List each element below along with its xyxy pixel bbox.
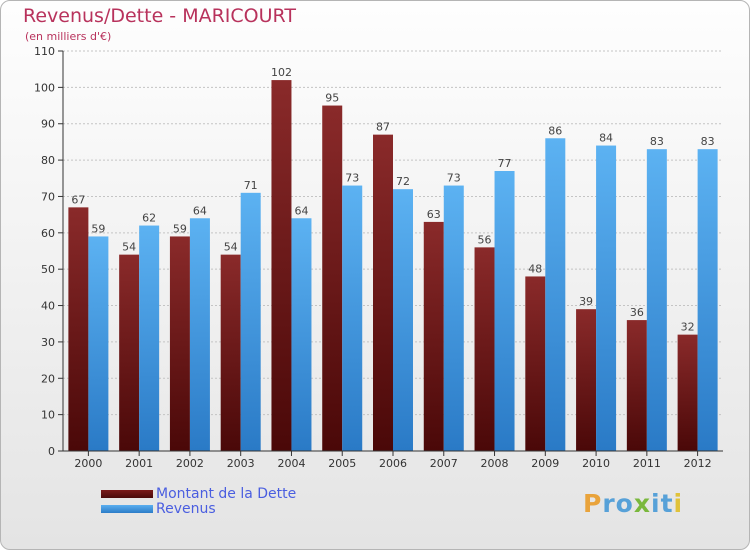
y-tick-label: 0 <box>48 445 55 458</box>
y-tick-label: 20 <box>41 372 55 385</box>
bar-dette <box>119 254 140 451</box>
data-label-revenus: 77 <box>498 157 512 170</box>
bar-revenus <box>240 192 261 451</box>
bar-dette <box>68 207 89 451</box>
x-tick-label: 2011 <box>633 457 661 470</box>
x-tick-label: 2008 <box>481 457 509 470</box>
y-tick-label: 40 <box>41 300 55 313</box>
x-tick-label: 2007 <box>430 457 458 470</box>
data-label-dette: 54 <box>224 241 238 254</box>
bar-revenus <box>189 218 210 451</box>
data-label-dette: 36 <box>630 306 644 319</box>
legend-swatch-revenus <box>101 505 153 513</box>
bar-dette <box>169 236 190 451</box>
bar-dette <box>525 276 546 451</box>
bar-dette <box>677 334 698 451</box>
data-label-revenus: 64 <box>294 204 308 217</box>
bar-dette <box>373 134 393 452</box>
x-tick-label: 2009 <box>531 457 559 470</box>
bar-dette <box>322 105 343 451</box>
bar-dette <box>220 254 241 451</box>
data-label-revenus: 84 <box>599 132 613 145</box>
data-label-revenus: 64 <box>193 204 207 217</box>
bar-revenus <box>393 189 413 451</box>
data-label-dette: 48 <box>528 262 542 275</box>
proxiti-logo: Proxiti <box>583 489 683 518</box>
bar-revenus <box>646 149 667 451</box>
data-label-dette: 102 <box>271 66 292 79</box>
logo-letter: t <box>660 489 674 518</box>
x-tick-label: 2001 <box>125 457 153 470</box>
x-tick-label: 2010 <box>582 457 610 470</box>
y-tick-label: 10 <box>41 409 55 422</box>
data-label-dette: 39 <box>579 295 593 308</box>
y-tick-label: 30 <box>41 336 55 349</box>
legend-label-revenus: Revenus <box>156 501 216 517</box>
bar-dette <box>423 221 444 451</box>
bar-revenus <box>443 185 464 451</box>
x-tick-label: 2002 <box>176 457 204 470</box>
data-label-revenus: 71 <box>244 179 258 192</box>
data-label-dette: 87 <box>376 121 390 134</box>
data-label-dette: 32 <box>681 321 695 334</box>
logo-letter: o <box>615 489 634 518</box>
y-tick-label: 90 <box>41 118 55 131</box>
data-label-dette: 95 <box>325 92 339 105</box>
bar-revenus <box>545 138 566 452</box>
legend-swatch-dette <box>101 490 153 498</box>
data-label-dette: 63 <box>427 208 441 221</box>
data-label-revenus: 73 <box>345 172 359 185</box>
bar-revenus <box>596 145 617 451</box>
bar-revenus <box>139 225 160 451</box>
x-tick-label: 2000 <box>74 457 102 470</box>
data-label-revenus: 73 <box>447 172 461 185</box>
x-tick-label: 2004 <box>277 457 305 470</box>
bar-revenus <box>342 185 363 451</box>
bar-dette <box>576 309 597 451</box>
x-tick-label: 2012 <box>684 457 712 470</box>
x-tick-label: 2005 <box>328 457 356 470</box>
data-label-dette: 54 <box>122 241 136 254</box>
bar-revenus <box>291 218 312 451</box>
bar-revenus <box>494 171 515 451</box>
data-label-revenus: 72 <box>396 175 410 188</box>
bar-revenus <box>697 149 718 451</box>
bar-dette <box>626 320 647 451</box>
y-tick-label: 110 <box>34 45 55 58</box>
x-tick-label: 2003 <box>227 457 255 470</box>
data-label-dette: 59 <box>173 222 187 235</box>
data-label-revenus: 59 <box>91 222 105 235</box>
bar-revenus <box>88 236 109 451</box>
data-label-revenus: 83 <box>650 135 664 148</box>
logo-letter: i <box>673 489 684 518</box>
bar-dette <box>271 80 292 451</box>
data-label-revenus: 86 <box>548 124 562 137</box>
logo-letter: x <box>633 489 651 518</box>
data-label-revenus: 62 <box>142 212 156 225</box>
logo-letter: i <box>651 489 661 518</box>
y-tick-label: 70 <box>41 190 55 203</box>
data-label-revenus: 83 <box>701 135 715 148</box>
data-label-dette: 56 <box>478 233 492 246</box>
y-tick-label: 80 <box>41 154 55 167</box>
bar-dette <box>474 247 495 451</box>
legend-label-dette: Montant de la Dette <box>156 486 297 502</box>
data-label-dette: 67 <box>71 193 85 206</box>
logo-letter: P <box>583 489 603 518</box>
chart-title: Revenus/Dette - MARICOURT <box>23 5 296 27</box>
x-tick-label: 2006 <box>379 457 407 470</box>
y-tick-label: 50 <box>41 263 55 276</box>
y-tick-label: 60 <box>41 227 55 240</box>
y-tick-label: 100 <box>34 81 55 94</box>
chart-subtitle: (en milliers d'€) <box>25 30 112 43</box>
logo-letter: r <box>602 489 616 518</box>
